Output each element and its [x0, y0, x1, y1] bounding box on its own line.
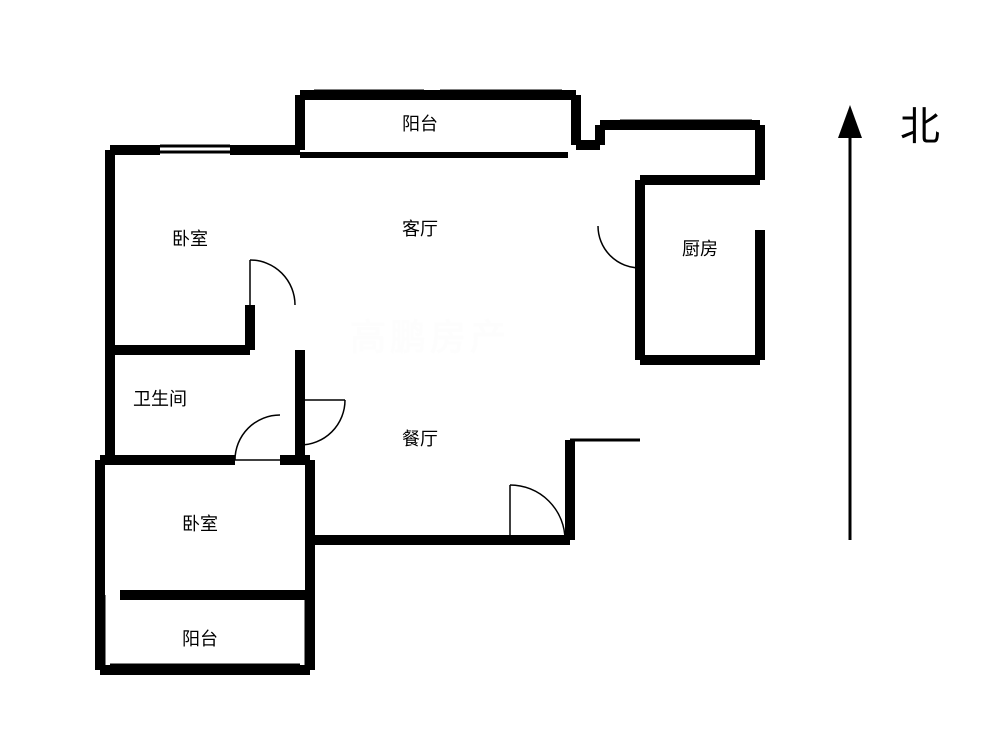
room-label-bathroom: 卫生间: [133, 389, 187, 409]
watermark-text: 高鹏房产: [350, 317, 510, 358]
floorplan-svg: 高鹏房产 阳台客厅卧室厨房卫生间餐厅卧室阳台 北: [0, 0, 1000, 750]
door-arc: [598, 226, 640, 268]
room-label-kitchen: 厨房: [682, 239, 718, 259]
room-label-bedroom-2: 卧室: [182, 514, 218, 534]
room-label-balcony-top: 阳台: [402, 114, 438, 134]
door-arc: [510, 485, 565, 540]
room-label-dining-room: 餐厅: [402, 429, 438, 449]
north-arrow-head: [838, 105, 862, 138]
room-label-living-room: 客厅: [402, 219, 438, 239]
room-label-bedroom-1: 卧室: [172, 229, 208, 249]
door-arc: [300, 400, 345, 445]
room-label-balcony-bottom: 阳台: [182, 629, 218, 649]
door-arc: [250, 260, 295, 305]
north-label: 北: [900, 105, 940, 149]
door-arc: [235, 415, 280, 460]
